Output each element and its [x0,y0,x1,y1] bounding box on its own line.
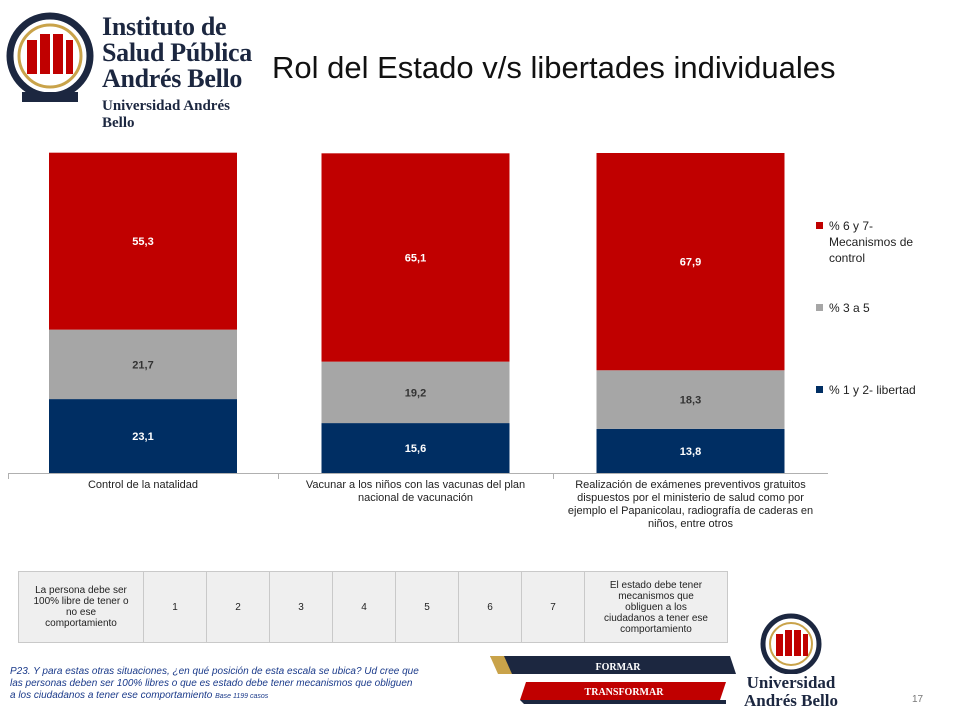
legend-label-line: control [829,251,866,265]
university-logo: Universidad Andrés Bello [736,612,846,712]
scale-number: 4 [332,571,396,643]
scale-table: La persona debe ser 100% libre de tener … [18,571,728,643]
data-label: 67,9 [680,257,701,269]
legend-swatch [816,304,823,311]
university-logo-line: Universidad [746,673,836,692]
scale-right-line: El estado debe tener [609,579,703,591]
logo-line-1: Instituto de [102,12,227,41]
x-tick-label: Control de la natalidad [8,479,278,492]
university-logo-line: Andrés Bello [744,691,838,710]
scale-number: 2 [206,571,270,643]
legend-label-line: Mecanismos de [829,235,914,249]
bar-segment [321,361,510,424]
x-tick-label-line: niños, entre otros [648,518,733,530]
legend-entry: % 1 y 2- libertad [816,382,946,398]
data-label: 19,2 [405,387,426,399]
legend-label-line: % 1 y 2- libertad [829,383,916,397]
logo-line-3: Andrés Bello [102,64,243,93]
scale-right-label: El estado debe tener mecanismos que obli… [584,571,728,643]
bar-segment [49,329,237,400]
logo-line-2: Salud Pública [102,38,252,67]
institute-logo-text: Instituto de Salud Pública Andrés Bello … [102,14,256,132]
university-logo-text: Universidad Andrés Bello [736,674,846,710]
scale-number: 5 [395,571,459,643]
page-number: 17 [912,694,924,705]
data-label: 15,6 [405,443,426,455]
banner-transformar: TRANSFORMAR [585,687,665,698]
footnote-base: Base 1199 casos [215,693,269,700]
scale-left-line: 100% libre de tener o [33,596,129,607]
scale-left-label: La persona debe ser 100% libre de tener … [18,571,144,643]
x-tick-label-line: Realización de exámenes preventivos grat… [575,479,806,491]
footnote: P23. Y para estas otras situaciones, ¿en… [10,666,420,703]
bar-segment [49,152,237,330]
bar-segment [596,153,785,371]
legend-entry: % 3 a 5 [816,300,946,316]
university-emblem-icon [760,613,822,675]
x-tick-label: Vacunar a los niños con las vacunas del … [278,479,553,505]
data-label: 18,3 [680,395,701,407]
scale-right-line: ciudadanos a tener ese [604,612,708,624]
chart-plot: 23,1 21,7 55,3 15,6 19,2 65,1 13,8 18,3 67,9 [8,152,829,479]
x-tick-label: Realización de exámenes preventivos grat… [553,479,828,531]
bar-segment [321,153,510,362]
data-label: 23,1 [132,431,153,443]
legend-label: % 1 y 2- libertad [829,382,916,398]
bar-segment [596,428,785,473]
x-tick-label-line: nacional de vacunación [358,492,473,504]
institute-logo: Instituto de Salud Pública Andrés Bello … [6,6,256,131]
scale-number: 1 [143,571,207,643]
scale-row: La persona debe ser 100% libre de tener … [18,571,728,643]
legend-label-line: % 6 y 7- [829,219,874,233]
scale-number: 6 [458,571,522,643]
page-title: Rol del Estado v/s libertades individual… [272,50,836,85]
stacked-bar-chart: 23,1 21,7 55,3 15,6 19,2 65,1 13,8 18,3 67,9 [8,140,829,485]
scale-left-line: La persona debe ser [35,585,127,596]
legend-label: % 3 a 5 [829,300,870,316]
x-tick-label-line: ejemplo el Papanicolau, radiografía de c… [567,505,814,517]
footnote-question: P23. Y para estas otras situaciones, ¿en… [10,666,419,701]
scale-number: 3 [269,571,333,643]
bar-segment [596,370,785,429]
institute-emblem-icon [6,12,94,102]
banner-formar: FORMAR [596,662,642,673]
scale-left-line: comportamiento [45,618,117,629]
scale-right-line: obliguen a los [625,601,687,613]
data-label: 13,8 [680,446,701,458]
x-tick-label-line: Control de la natalidad [87,479,199,491]
data-label: 65,1 [405,252,426,264]
legend-label-line: % 3 a 5 [829,301,870,315]
scale-right-line: mecanismos que [618,590,694,602]
legend-swatch [816,222,823,229]
scale-right-line: comportamiento [620,623,692,635]
x-tick-label-line: dispuestos por el ministerio de salud co… [577,492,804,504]
scale-left-line: no ese [65,607,97,618]
legend-swatch [816,386,823,393]
legend-label: % 6 y 7- Mecanismos de control [829,218,913,266]
logo-subtitle: Universidad Andrés Bello [102,98,230,131]
footer-banners: FORMAR TRANSFORMAR [490,652,736,719]
bar-segment [49,399,237,473]
scale-number: 7 [521,571,585,643]
banner-graphic: FORMAR TRANSFORMAR [490,656,736,704]
bar-segment [321,423,510,473]
data-label: 55,3 [132,236,153,248]
legend-entry: % 6 y 7- Mecanismos de control [816,218,946,266]
data-label: 21,7 [132,359,153,371]
x-tick-label-line: Vacunar a los niños con las vacunas del … [305,479,526,491]
